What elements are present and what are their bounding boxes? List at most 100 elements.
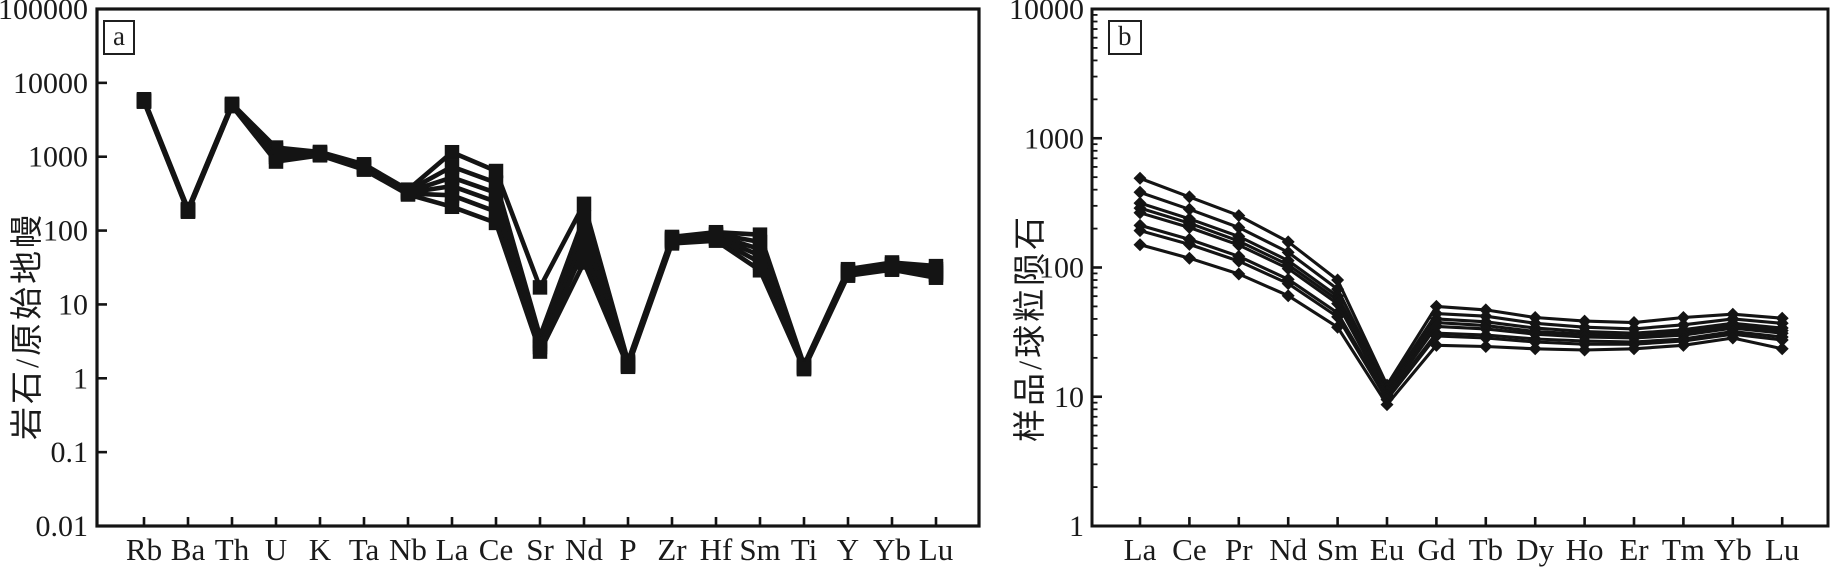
panel-b-diamond-marker: [1331, 320, 1345, 334]
panel-a-square-marker: [268, 154, 284, 169]
panel-a-square-marker: [444, 199, 460, 215]
panel-a-square-marker: [576, 196, 592, 212]
panel-a-y-tick-label: 0.1: [51, 436, 89, 469]
panel-a-square-marker: [444, 188, 460, 203]
panel-a-y-tick-label: 10: [58, 288, 88, 321]
panel-b-y-tick-label: 1: [1069, 510, 1084, 543]
panel-b-diamond-marker: [1281, 277, 1295, 291]
panel-a-square-marker: [180, 204, 196, 219]
panel-a-x-category-label: Nd: [565, 532, 603, 567]
panel-a-x-category-label: Rb: [126, 532, 162, 567]
panel-b-y-axis-title: 样品/球粒陨石: [1013, 213, 1049, 442]
panel-b-y-tick-label: 1000: [1024, 122, 1084, 155]
panel-b-diamond-marker: [1133, 224, 1147, 238]
panel-b-x-category-label: Dy: [1516, 532, 1554, 567]
panel-a-square-marker: [224, 98, 240, 114]
panel-b-series-line: [1139, 190, 1783, 391]
panel-a-x-category-label: Zr: [657, 532, 687, 567]
panel-b-x-category-label: Yb: [1714, 532, 1752, 567]
panel-b-diamond-marker: [1182, 190, 1196, 204]
panel-b-diamond-marker: [1726, 331, 1740, 345]
panel-b-x-category-label: Nd: [1269, 532, 1307, 567]
panel-b-x-category-label: Eu: [1370, 532, 1404, 567]
panel-a-x-category-label: Ti: [791, 532, 818, 567]
panel-a-square-marker: [928, 270, 944, 285]
panel-b-diamond-marker: [1578, 343, 1592, 357]
panel-a-y-tick-label: 100000: [0, 0, 88, 26]
panel-a-x-category-label: P: [619, 532, 636, 567]
panel-a-y-tick-label: 100: [43, 215, 88, 248]
panel-b-series-line: [1139, 176, 1783, 387]
panel-a-square-marker: [532, 280, 548, 295]
panel-b-y-tick-label: 10: [1054, 381, 1084, 414]
panel-a-x-category-label: Lu: [919, 532, 953, 567]
panel-a-x-category-label: Nb: [389, 532, 427, 567]
panel-a-x-category-label: Ta: [349, 532, 380, 567]
panel-b-diamond-marker: [1133, 206, 1147, 220]
panel-a-square-marker: [444, 144, 460, 160]
panel-a-x-category-label: K: [309, 532, 332, 567]
panel-b-letter-badge: b: [1108, 20, 1142, 55]
panel-b-x-category-label: Lu: [1765, 532, 1799, 567]
panel-b-diamond-marker: [1429, 338, 1443, 352]
panel-b-x-category-label: Er: [1619, 532, 1649, 567]
panel-b-diamond-marker: [1281, 289, 1295, 303]
panel-a-square-marker: [576, 255, 592, 270]
panel-a-x-category-label: Y: [837, 532, 859, 567]
panel-b-diamond-marker: [1232, 209, 1246, 223]
panel-b-y-tick-label: 10000: [1009, 0, 1084, 26]
panel-b-x-category-label: Tb: [1469, 532, 1503, 567]
panel-a-square-marker: [664, 236, 680, 251]
panel-a-square-marker: [620, 359, 636, 375]
panel-a-square-marker: [400, 187, 416, 202]
panel-b-x-category-label: Tm: [1662, 532, 1705, 567]
panel-b-diamond-marker: [1429, 319, 1443, 333]
panel-a-square-marker: [884, 262, 900, 277]
panel-a-x-category-label: Ba: [171, 532, 206, 567]
panel-a-x-category-label: Ce: [479, 532, 513, 567]
panel-b-diamond-marker: [1133, 171, 1147, 185]
panel-a-y-tick-label: 1000: [28, 141, 88, 174]
panel-b-x-category-label: Sm: [1317, 532, 1358, 567]
panel-a-square-marker: [136, 94, 152, 109]
panel-b-diamond-marker: [1232, 238, 1246, 252]
panel-b-plot-frame: [1090, 7, 1830, 528]
panel-b-diamond-marker: [1182, 220, 1196, 234]
panel-b-x-category-label: Gd: [1417, 532, 1455, 567]
panel-a-x-category-label: Yb: [873, 532, 911, 567]
panel-a-x-category-label: Sr: [526, 532, 554, 567]
panel-a-x-category-label: Th: [215, 532, 250, 567]
panel-b-diamond-marker: [1479, 331, 1493, 345]
panel-b-series-line: [1139, 206, 1783, 396]
panel-b-diamond-marker: [1479, 339, 1493, 353]
panel-b-diamond-marker: [1676, 338, 1690, 352]
panel-b-diamond-marker: [1232, 267, 1246, 281]
panel-a-square-marker: [840, 268, 856, 283]
panel-a-square-marker: [488, 215, 504, 231]
panel-b-diamond-marker: [1331, 273, 1345, 287]
panel-a-y-tick-label: 1: [73, 362, 88, 395]
panel-b-diamond-marker: [1182, 237, 1196, 251]
panel-b-diamond-marker: [1429, 299, 1443, 313]
panel-a-square-marker: [796, 361, 812, 377]
panel-a-square-marker: [488, 204, 504, 219]
panel-b-diamond-marker: [1182, 251, 1196, 265]
panel-a-square-marker: [312, 148, 328, 163]
panel-b-series-line: [1139, 201, 1783, 394]
panel-a-square-marker: [576, 242, 592, 257]
panel-b-diamond-marker: [1775, 342, 1789, 356]
panel-b-x-category-label: Ce: [1172, 532, 1206, 567]
panel-b-x-category-label: Ho: [1566, 532, 1604, 567]
panel-a-x-category-label: U: [265, 532, 287, 567]
panel-a-y-tick-label: 0.01: [36, 510, 89, 543]
panel-b-x-category-label: Pr: [1225, 532, 1253, 567]
panel-b-diamond-marker: [1281, 245, 1295, 259]
panel-a-x-category-label: Hf: [700, 532, 733, 567]
panel-b-diamond-marker: [1281, 262, 1295, 276]
panel-b-diamond-marker: [1676, 311, 1690, 325]
panel-b-series-line: [1139, 243, 1783, 407]
panel-b-diamond-marker: [1133, 238, 1147, 252]
panel-b-series-line: [1139, 229, 1783, 402]
